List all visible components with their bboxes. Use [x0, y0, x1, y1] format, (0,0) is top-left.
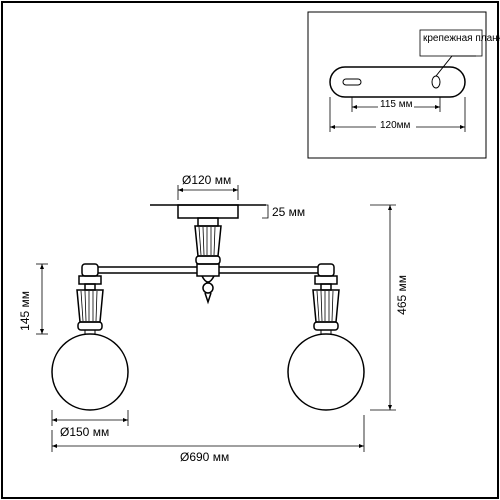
right-socket — [288, 264, 364, 410]
inset-inner-width: 115 мм — [380, 99, 412, 110]
left-socket — [52, 264, 128, 410]
total-height-label: 465 мм — [395, 275, 409, 315]
globe-diameter-label: Ø150 мм — [60, 425, 109, 439]
base-height-label: 25 мм — [272, 205, 305, 219]
outer-border — [2, 2, 498, 498]
total-width-label: Ø690 мм — [180, 450, 229, 464]
base-diameter-label: Ø120 мм — [182, 173, 231, 187]
inset-width: 120мм — [380, 120, 410, 131]
inset-label: крепежная планка — [423, 33, 500, 44]
socket-height-label: 145 мм — [18, 291, 32, 331]
